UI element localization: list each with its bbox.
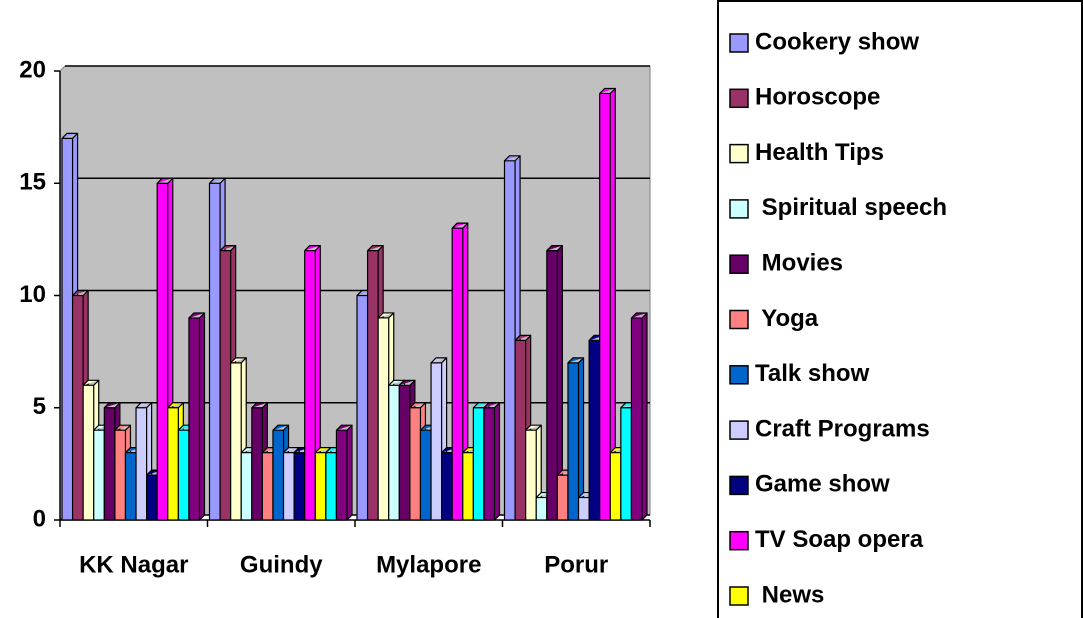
y-tick-label: 5 (33, 393, 46, 420)
x-tick-label: Guindy (240, 551, 323, 578)
legend-label: Movies (755, 250, 843, 277)
legend-swatch (729, 33, 749, 53)
legend-label: News (755, 581, 824, 608)
legend-swatch (729, 309, 749, 330)
legend-label: Health Tips (755, 139, 884, 166)
bar (335, 424, 353, 521)
legend-label: Cookery show (755, 28, 919, 55)
legend-swatch (729, 88, 749, 109)
x-tick-label: Mylapore (376, 551, 481, 578)
y-tick-label: 15 (19, 169, 46, 196)
x-tick-label: KK Nagar (79, 551, 188, 578)
legend-swatch (729, 143, 749, 164)
bar (483, 402, 501, 521)
bar (599, 87, 616, 521)
legend-box (717, 0, 1083, 618)
legend-label: Horoscope (755, 84, 880, 111)
legend-swatch (729, 199, 749, 219)
bar (188, 312, 206, 521)
legend-label: Yoga (755, 305, 819, 332)
legend-swatch (729, 254, 749, 274)
legend-label: Talk show (755, 360, 870, 387)
legend-swatch (729, 365, 749, 385)
legend-swatch (729, 530, 749, 551)
y-tick-label: 10 (19, 281, 46, 308)
legend-swatch (729, 420, 749, 440)
y-tick-label: 0 (33, 505, 46, 532)
legend-swatch (729, 586, 749, 606)
legend-swatch (729, 475, 749, 496)
legend-label: TV Soap opera (755, 526, 924, 553)
y-tick-label: 20 (19, 56, 46, 83)
legend-label: Spiritual speech (755, 194, 947, 221)
legend-label: Craft Programs (755, 415, 930, 442)
x-tick-label: Porur (544, 551, 608, 578)
bar (630, 312, 648, 521)
legend-label: Game show (755, 471, 890, 498)
